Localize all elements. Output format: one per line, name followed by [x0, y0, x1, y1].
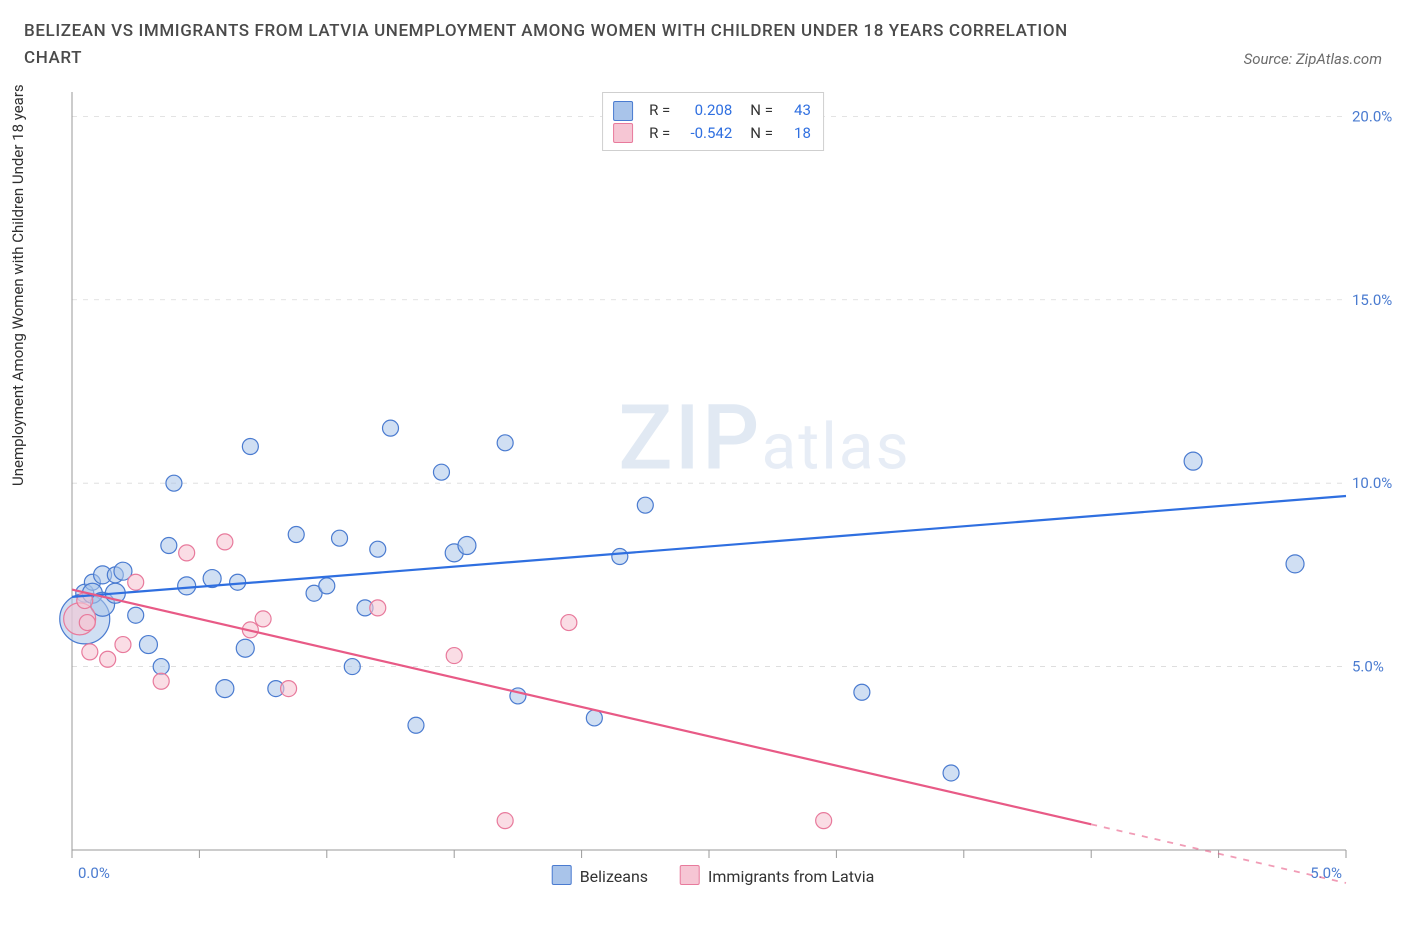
latvia-trendline: [72, 590, 1091, 825]
latvia-point: [82, 644, 98, 660]
legend-row-belizeans: R =0.208N =43: [613, 99, 811, 122]
belizeans-point: [943, 765, 959, 781]
belizeans-point: [230, 575, 246, 591]
belizeans-point: [236, 640, 254, 658]
belizeans-point: [319, 578, 335, 594]
latvia-point: [255, 611, 271, 627]
legend-label: Belizeans: [580, 867, 648, 886]
latvia-point: [497, 813, 513, 829]
chart-title: BELIZEAN VS IMMIGRANTS FROM LATVIA UNEMP…: [24, 18, 1124, 72]
belizeans-point: [216, 680, 234, 698]
latvia-point: [370, 600, 386, 616]
belizeans-point: [178, 577, 196, 595]
svg-text:15.0%: 15.0%: [1352, 291, 1392, 309]
y-axis-label: Unemployment Among Women with Children U…: [9, 85, 27, 487]
svg-text:0.0%: 0.0%: [78, 864, 110, 882]
latvia-point: [79, 615, 95, 631]
belizeans-swatch-icon: [552, 865, 572, 885]
belizeans-point: [139, 636, 157, 654]
legend-item-latvia: Immigrants from Latvia: [680, 865, 874, 886]
belizeans-point: [612, 549, 628, 565]
belizeans-point: [153, 659, 169, 675]
legend-label: Immigrants from Latvia: [708, 867, 874, 886]
belizeans-point: [458, 537, 476, 555]
belizeans-point: [344, 659, 360, 675]
svg-text:10.0%: 10.0%: [1352, 475, 1392, 493]
latvia-point: [816, 813, 832, 829]
latvia-point: [561, 615, 577, 631]
belizeans-point: [166, 476, 182, 492]
chart-area: Unemployment Among Women with Children U…: [70, 86, 1356, 886]
correlation-legend: R =0.208N =43R =-0.542N =18: [602, 92, 824, 151]
legend-item-belizeans: Belizeans: [552, 865, 648, 886]
source-attribution: Source: ZipAtlas.com: [1244, 50, 1382, 68]
latvia-point: [446, 648, 462, 664]
latvia-point: [217, 534, 233, 550]
latvia-point: [115, 637, 131, 653]
belizeans-point: [332, 531, 348, 547]
belizeans-point: [637, 498, 653, 514]
svg-text:5.0%: 5.0%: [1310, 864, 1342, 882]
belizeans-point: [854, 685, 870, 701]
belizeans-point: [370, 542, 386, 558]
belizeans-point: [288, 527, 304, 543]
chart-header: BELIZEAN VS IMMIGRANTS FROM LATVIA UNEMP…: [0, 0, 1406, 72]
belizeans-point: [586, 710, 602, 726]
belizeans-point: [242, 439, 258, 455]
belizeans-point: [1184, 453, 1202, 471]
series-legend: Belizeans Immigrants from Latvia: [542, 861, 885, 890]
latvia-point: [128, 575, 144, 591]
belizeans-swatch-icon: [613, 101, 633, 121]
latvia-swatch-icon: [613, 123, 633, 143]
belizeans-point: [161, 538, 177, 554]
belizeans-point: [497, 435, 513, 451]
belizeans-point: [383, 421, 399, 437]
legend-row-latvia: R =-0.542N =18: [613, 122, 811, 145]
belizeans-point: [128, 608, 144, 624]
svg-text:20.0%: 20.0%: [1352, 108, 1392, 126]
latvia-point: [153, 674, 169, 690]
belizeans-point: [433, 465, 449, 481]
latvia-point: [179, 545, 195, 561]
latvia-swatch-icon: [680, 865, 700, 885]
belizeans-trendline: [72, 496, 1346, 597]
scatter-chart: 5.0%10.0%15.0%20.0%0.0%5.0%: [70, 86, 1356, 886]
latvia-trendline-extrapolated: [1091, 825, 1346, 884]
belizeans-point: [1286, 555, 1304, 573]
latvia-point: [100, 652, 116, 668]
latvia-point: [281, 681, 297, 697]
belizeans-point: [408, 718, 424, 734]
svg-text:5.0%: 5.0%: [1352, 658, 1384, 676]
